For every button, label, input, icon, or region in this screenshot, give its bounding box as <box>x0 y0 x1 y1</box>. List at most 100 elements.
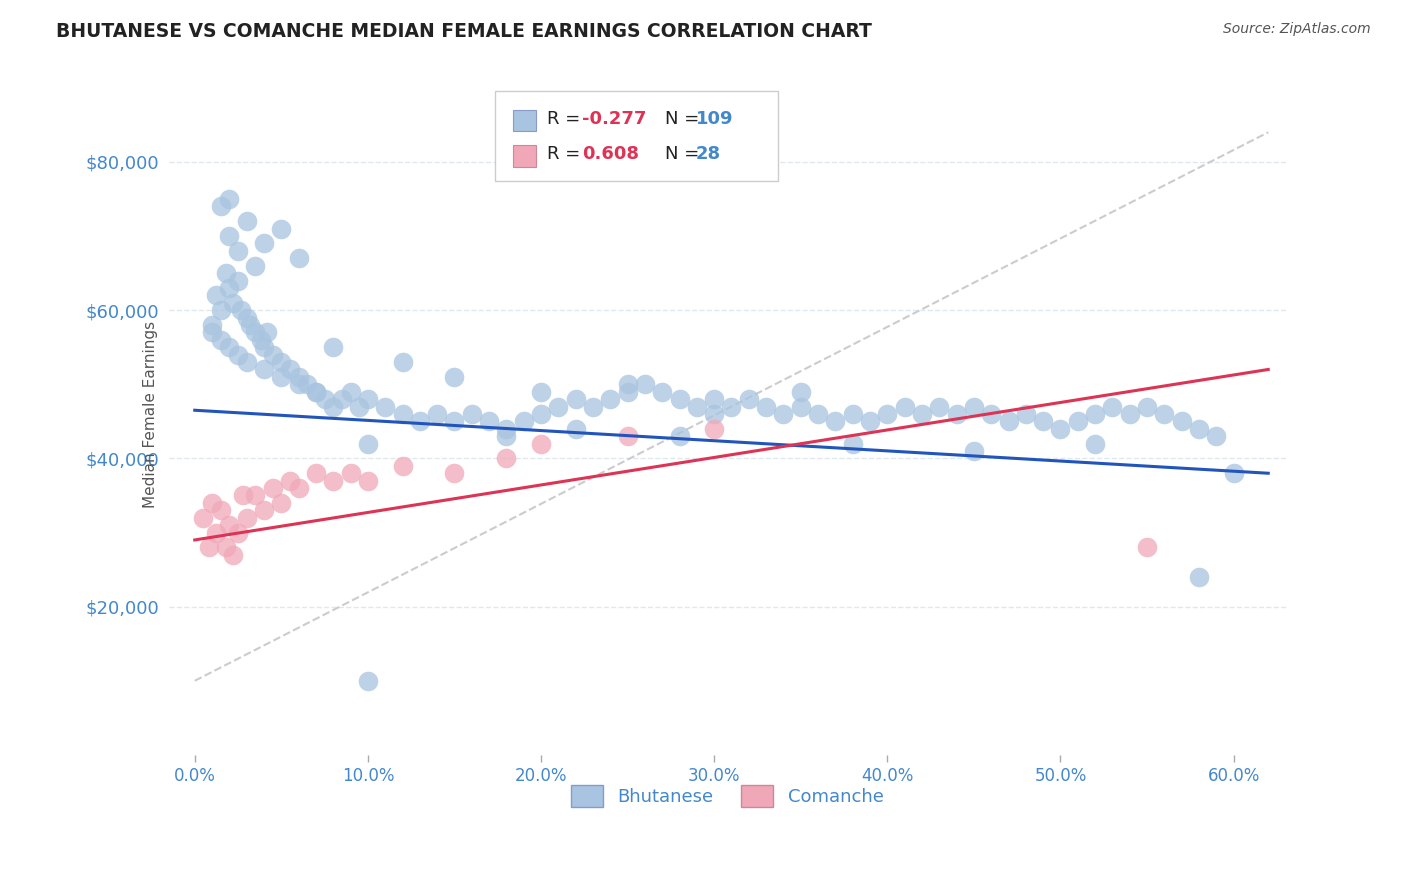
Point <box>204 525 226 540</box>
Point <box>347 400 370 414</box>
Point <box>945 407 967 421</box>
Point <box>720 400 742 414</box>
Point <box>1153 407 1175 421</box>
Point <box>222 548 245 562</box>
Point <box>235 355 257 369</box>
Point <box>1067 414 1090 428</box>
Point <box>305 384 328 399</box>
Point <box>218 340 240 354</box>
Point <box>314 392 336 406</box>
Y-axis label: Median Female Earnings: Median Female Earnings <box>142 320 157 508</box>
Point <box>270 355 292 369</box>
Point <box>322 400 344 414</box>
Point <box>278 474 301 488</box>
Point <box>235 214 257 228</box>
Point <box>772 407 794 421</box>
Point <box>305 467 328 481</box>
Point <box>703 422 725 436</box>
Point <box>374 400 396 414</box>
Text: 0.608: 0.608 <box>582 145 640 163</box>
Point <box>226 525 249 540</box>
Point <box>963 400 986 414</box>
Point <box>616 429 638 443</box>
Point <box>391 407 413 421</box>
Point <box>426 407 449 421</box>
Point <box>478 414 501 428</box>
Point <box>262 348 284 362</box>
Point <box>215 266 238 280</box>
Point <box>963 444 986 458</box>
Point <box>582 400 605 414</box>
Point <box>841 407 863 421</box>
Point <box>270 496 292 510</box>
Point <box>1084 407 1107 421</box>
Point <box>235 510 257 524</box>
Point <box>256 326 278 340</box>
Point <box>357 436 380 450</box>
Point <box>1188 570 1211 584</box>
Point <box>218 518 240 533</box>
Point <box>859 414 882 428</box>
Point <box>218 192 240 206</box>
Point <box>841 436 863 450</box>
Point <box>409 414 432 428</box>
Point <box>209 333 232 347</box>
Point <box>197 541 219 555</box>
Point <box>339 467 361 481</box>
Point <box>253 236 276 251</box>
Point <box>738 392 761 406</box>
Point <box>997 414 1019 428</box>
Text: N =: N = <box>665 110 704 128</box>
Point <box>253 362 276 376</box>
Point <box>201 496 224 510</box>
Point <box>226 348 249 362</box>
Point <box>262 481 284 495</box>
Point <box>209 199 232 213</box>
Point <box>193 510 215 524</box>
Point <box>599 392 621 406</box>
Point <box>226 244 249 258</box>
Point <box>357 392 380 406</box>
Text: 109: 109 <box>696 110 734 128</box>
Point <box>703 392 725 406</box>
Legend: Bhutanese, Comanche: Bhutanese, Comanche <box>564 778 891 814</box>
Point <box>703 407 725 421</box>
Point <box>209 503 232 517</box>
Point <box>564 392 586 406</box>
Point <box>564 422 586 436</box>
Point <box>1032 414 1054 428</box>
Point <box>357 673 380 688</box>
Text: BHUTANESE VS COMANCHE MEDIAN FEMALE EARNINGS CORRELATION CHART: BHUTANESE VS COMANCHE MEDIAN FEMALE EARN… <box>56 22 872 41</box>
Point <box>911 407 934 421</box>
Text: R =: R = <box>547 110 586 128</box>
Point <box>980 407 1002 421</box>
Point <box>209 303 232 318</box>
Point <box>201 318 224 332</box>
Point <box>461 407 484 421</box>
Point <box>245 259 267 273</box>
Point <box>245 488 267 502</box>
Point <box>893 400 915 414</box>
Point <box>232 488 254 502</box>
Point <box>231 303 253 318</box>
Point <box>1222 467 1244 481</box>
Point <box>443 370 465 384</box>
Point <box>322 340 344 354</box>
Point <box>530 407 553 421</box>
Point <box>824 414 846 428</box>
Point <box>226 273 249 287</box>
Point <box>876 407 898 421</box>
Point <box>790 400 813 414</box>
Text: R =: R = <box>547 145 586 163</box>
Point <box>391 458 413 473</box>
Point <box>235 310 257 325</box>
Point <box>391 355 413 369</box>
Point <box>218 229 240 244</box>
Text: N =: N = <box>665 145 704 163</box>
Point <box>928 400 950 414</box>
Point <box>1101 400 1123 414</box>
Point <box>651 384 673 399</box>
Point <box>1188 422 1211 436</box>
Point <box>495 429 517 443</box>
Point <box>239 318 262 332</box>
